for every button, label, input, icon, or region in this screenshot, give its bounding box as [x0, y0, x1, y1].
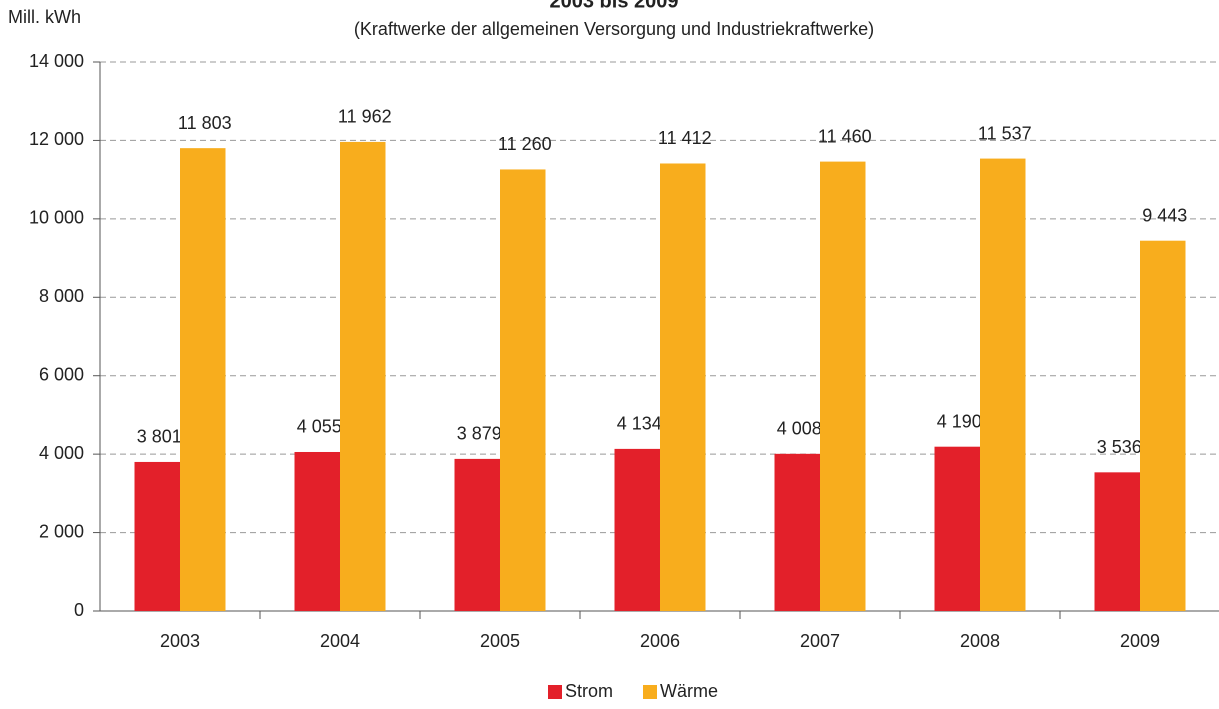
bar: [1140, 240, 1186, 611]
bar: [774, 453, 820, 611]
x-tick-label: 2006: [640, 631, 680, 651]
x-tick-label: 2009: [1120, 631, 1160, 651]
bar: [294, 451, 340, 611]
bar: [454, 458, 500, 611]
data-label: 3 536: [1097, 437, 1142, 457]
data-label: 4 008: [777, 419, 822, 439]
y-tick-label: 12 000: [29, 129, 84, 149]
y-tick-label: 14 000: [29, 51, 84, 71]
bar: [980, 158, 1026, 612]
bar: [134, 461, 180, 611]
y-tick-label: 10 000: [29, 208, 84, 228]
y-axis-label: Mill. kWh: [8, 7, 81, 27]
bar: [500, 169, 546, 611]
x-tick-label: 2007: [800, 631, 840, 651]
data-label: 11 260: [498, 134, 552, 154]
data-label: 4 190: [937, 411, 982, 431]
y-tick-label: 2 000: [39, 521, 84, 541]
bar: [614, 448, 660, 611]
data-label: 3 879: [457, 424, 502, 444]
x-tick-label: 2003: [160, 631, 200, 651]
bar: [1094, 472, 1140, 611]
data-label: 11 460: [818, 126, 872, 146]
bar: [660, 163, 706, 611]
y-tick-label: 8 000: [39, 286, 84, 306]
legend-label: Wärme: [660, 681, 718, 701]
data-label: 11 537: [978, 123, 1032, 143]
chart-subtitle: (Kraftwerke der allgemeinen Versorgung u…: [354, 19, 874, 39]
x-tick-label: 2005: [480, 631, 520, 651]
legend-swatch: [643, 685, 657, 699]
y-tick-label: 0: [74, 600, 84, 620]
y-tick-label: 6 000: [39, 364, 84, 384]
data-label: 9 443: [1142, 205, 1187, 225]
legend-label: Strom: [565, 681, 613, 701]
x-tick-label: 2008: [960, 631, 1000, 651]
data-label: 11 803: [178, 113, 232, 133]
data-label: 11 962: [338, 107, 392, 127]
bar: [934, 446, 980, 611]
data-label: 11 412: [658, 128, 712, 148]
data-label: 4 055: [297, 417, 342, 437]
bar: [340, 141, 386, 612]
y-tick-label: 4 000: [39, 443, 84, 463]
data-label: 4 134: [617, 414, 662, 434]
x-tick-label: 2004: [320, 631, 360, 651]
chart-title: 2003 bis 2009: [550, 0, 679, 12]
bar: [820, 161, 866, 611]
data-label: 3 801: [137, 427, 182, 447]
bar: [180, 148, 226, 611]
legend-swatch: [548, 685, 562, 699]
